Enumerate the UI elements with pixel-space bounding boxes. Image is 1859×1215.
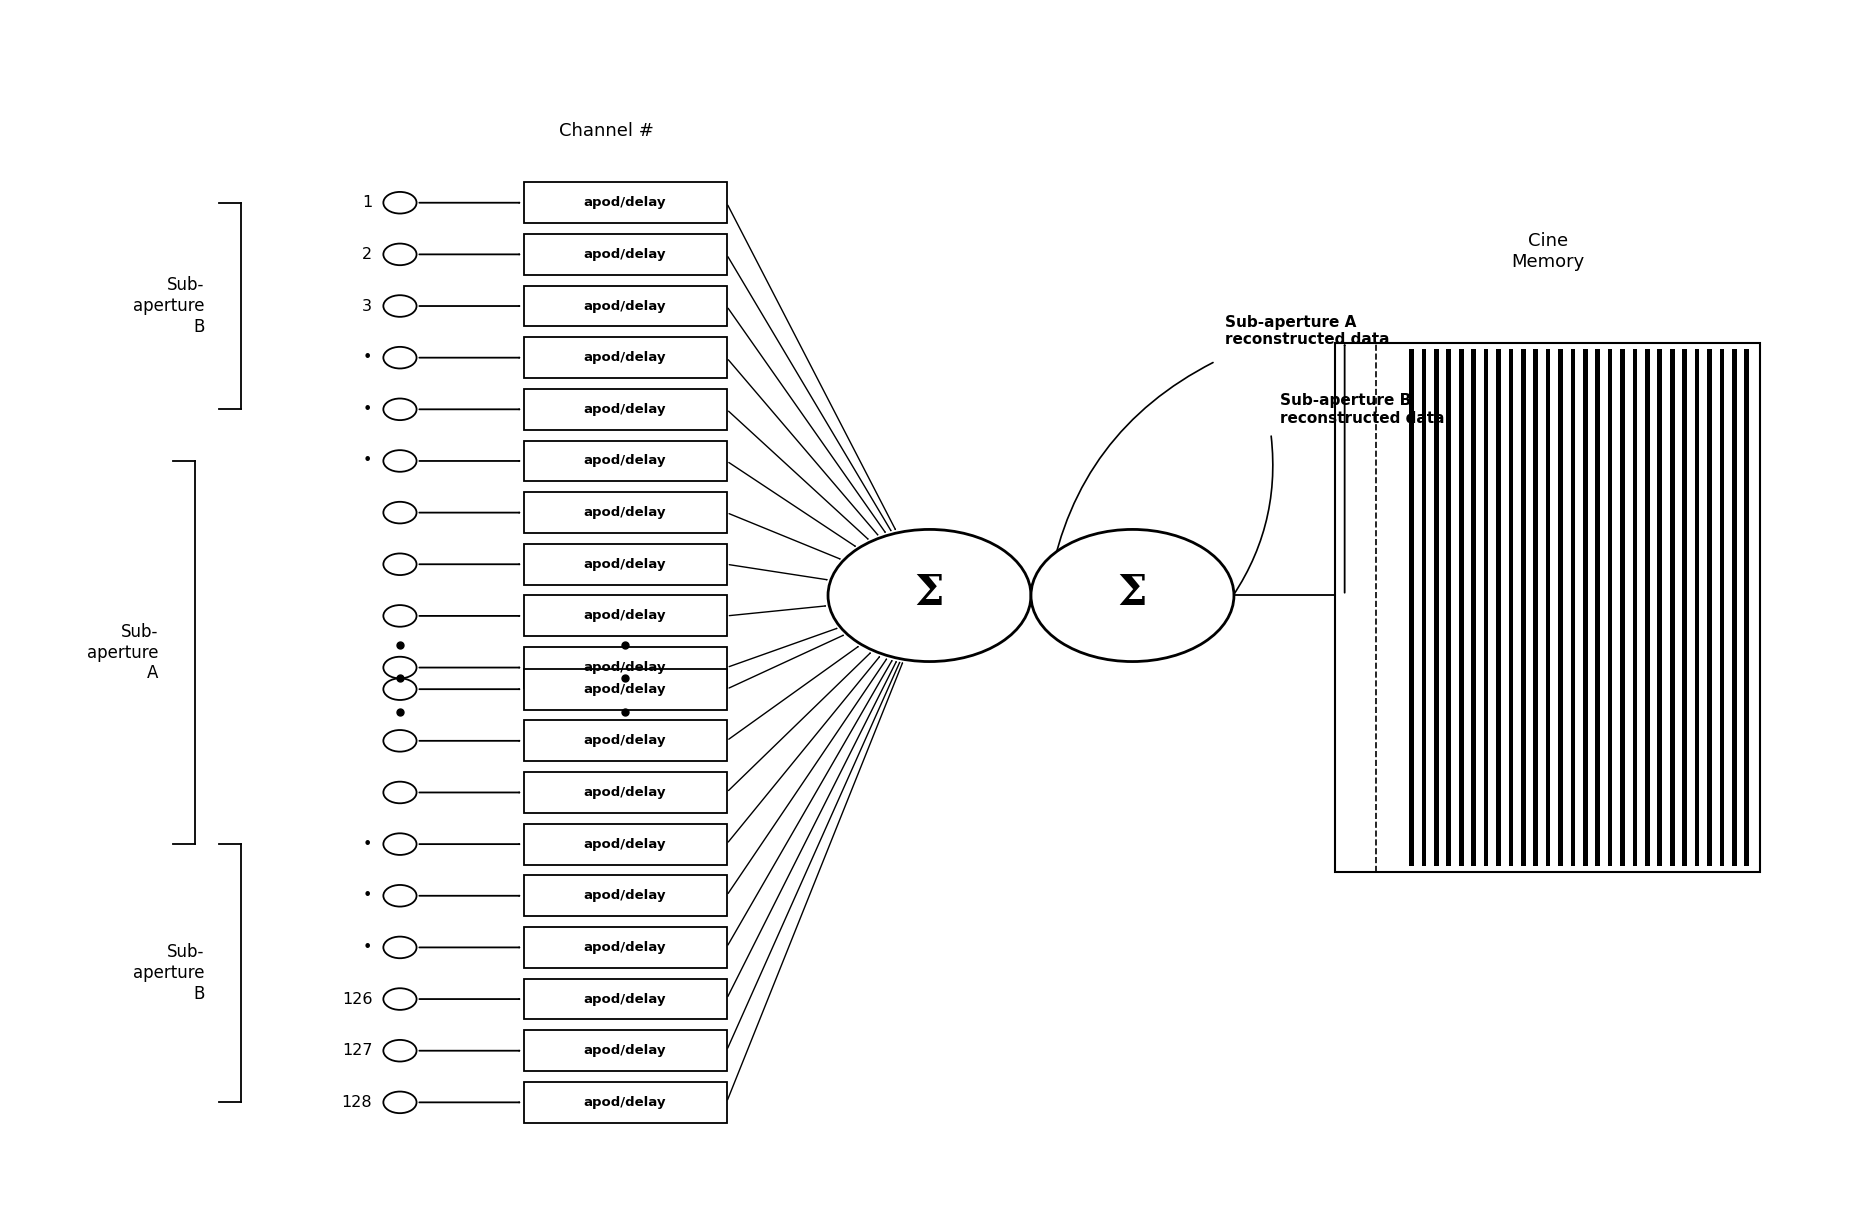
Text: •: • bbox=[363, 402, 372, 417]
Text: apod/delay: apod/delay bbox=[584, 197, 666, 209]
Text: 127: 127 bbox=[342, 1044, 372, 1058]
Bar bbox=[1433, 349, 1439, 866]
Text: apod/delay: apod/delay bbox=[584, 403, 666, 416]
Text: Cine
Memory: Cine Memory bbox=[1511, 232, 1584, 271]
Bar bbox=[1508, 349, 1513, 866]
Circle shape bbox=[1032, 530, 1234, 661]
Text: •: • bbox=[363, 888, 372, 903]
Bar bbox=[524, 772, 727, 813]
Bar bbox=[1446, 349, 1452, 866]
Bar bbox=[524, 595, 727, 637]
Text: apod/delay: apod/delay bbox=[584, 993, 666, 1006]
Text: Sub-
aperture
A: Sub- aperture A bbox=[87, 623, 158, 683]
Text: apod/delay: apod/delay bbox=[584, 1096, 666, 1109]
Text: Channel #: Channel # bbox=[560, 123, 654, 140]
Bar bbox=[1707, 349, 1712, 866]
Text: apod/delay: apod/delay bbox=[584, 351, 666, 364]
Bar bbox=[1409, 349, 1415, 866]
Bar bbox=[524, 492, 727, 533]
Bar bbox=[524, 338, 727, 378]
Text: •: • bbox=[363, 940, 372, 955]
Text: apod/delay: apod/delay bbox=[584, 248, 666, 261]
Text: apod/delay: apod/delay bbox=[584, 558, 666, 571]
Bar bbox=[524, 668, 727, 710]
Circle shape bbox=[827, 530, 1032, 661]
Text: apod/delay: apod/delay bbox=[584, 786, 666, 799]
Text: •: • bbox=[363, 453, 372, 469]
Text: 1: 1 bbox=[363, 196, 372, 210]
Bar bbox=[1422, 349, 1426, 866]
Bar bbox=[1521, 349, 1526, 866]
Text: 128: 128 bbox=[342, 1095, 372, 1109]
Bar bbox=[524, 875, 727, 916]
Text: apod/delay: apod/delay bbox=[584, 734, 666, 747]
Bar bbox=[1483, 349, 1489, 866]
Bar bbox=[1571, 349, 1575, 866]
Bar bbox=[1621, 349, 1625, 866]
Bar bbox=[1632, 349, 1638, 866]
Bar bbox=[1584, 349, 1588, 866]
Bar bbox=[1682, 349, 1686, 866]
Text: •: • bbox=[363, 837, 372, 852]
Bar bbox=[1459, 349, 1463, 866]
Text: 126: 126 bbox=[342, 991, 372, 1006]
Bar bbox=[524, 1081, 727, 1123]
Bar bbox=[1733, 349, 1736, 866]
Bar bbox=[1720, 349, 1723, 866]
Text: Sub-
aperture
B: Sub- aperture B bbox=[132, 276, 204, 335]
Bar bbox=[524, 389, 727, 430]
Bar bbox=[1695, 349, 1699, 866]
Bar bbox=[1558, 349, 1563, 866]
Text: Sub-
aperture
B: Sub- aperture B bbox=[132, 943, 204, 1004]
Bar bbox=[524, 182, 727, 224]
Text: apod/delay: apod/delay bbox=[584, 661, 666, 674]
Bar bbox=[1744, 349, 1749, 866]
Text: apod/delay: apod/delay bbox=[584, 889, 666, 903]
Text: 3: 3 bbox=[363, 299, 372, 313]
Bar bbox=[524, 824, 727, 865]
Text: Σ: Σ bbox=[915, 572, 944, 614]
Text: Sub-aperture A
reconstructed data: Sub-aperture A reconstructed data bbox=[1225, 315, 1389, 347]
Bar bbox=[1645, 349, 1649, 866]
Bar bbox=[524, 1030, 727, 1072]
Bar bbox=[524, 978, 727, 1019]
Bar bbox=[1669, 349, 1675, 866]
Bar bbox=[524, 441, 727, 481]
Text: apod/delay: apod/delay bbox=[584, 940, 666, 954]
Bar bbox=[524, 648, 727, 688]
Bar bbox=[524, 927, 727, 968]
Text: apod/delay: apod/delay bbox=[584, 454, 666, 468]
Bar bbox=[1547, 349, 1550, 866]
Bar bbox=[524, 720, 727, 762]
Bar bbox=[1335, 344, 1760, 871]
Bar bbox=[1534, 349, 1537, 866]
Bar bbox=[1608, 349, 1612, 866]
Bar bbox=[1496, 349, 1500, 866]
Text: 2: 2 bbox=[363, 247, 372, 262]
Bar bbox=[1595, 349, 1601, 866]
Text: Sub-aperture B
reconstructed data: Sub-aperture B reconstructed data bbox=[1281, 394, 1444, 425]
Bar bbox=[524, 234, 727, 275]
Text: apod/delay: apod/delay bbox=[584, 507, 666, 519]
Text: apod/delay: apod/delay bbox=[584, 683, 666, 696]
Text: apod/delay: apod/delay bbox=[584, 610, 666, 622]
Text: Σ: Σ bbox=[1117, 572, 1147, 614]
Bar bbox=[1658, 349, 1662, 866]
Text: apod/delay: apod/delay bbox=[584, 1044, 666, 1057]
Text: •: • bbox=[363, 350, 372, 366]
Bar bbox=[1470, 349, 1476, 866]
Text: apod/delay: apod/delay bbox=[584, 300, 666, 312]
Bar bbox=[524, 544, 727, 584]
Bar bbox=[524, 286, 727, 327]
Text: apod/delay: apod/delay bbox=[584, 837, 666, 850]
